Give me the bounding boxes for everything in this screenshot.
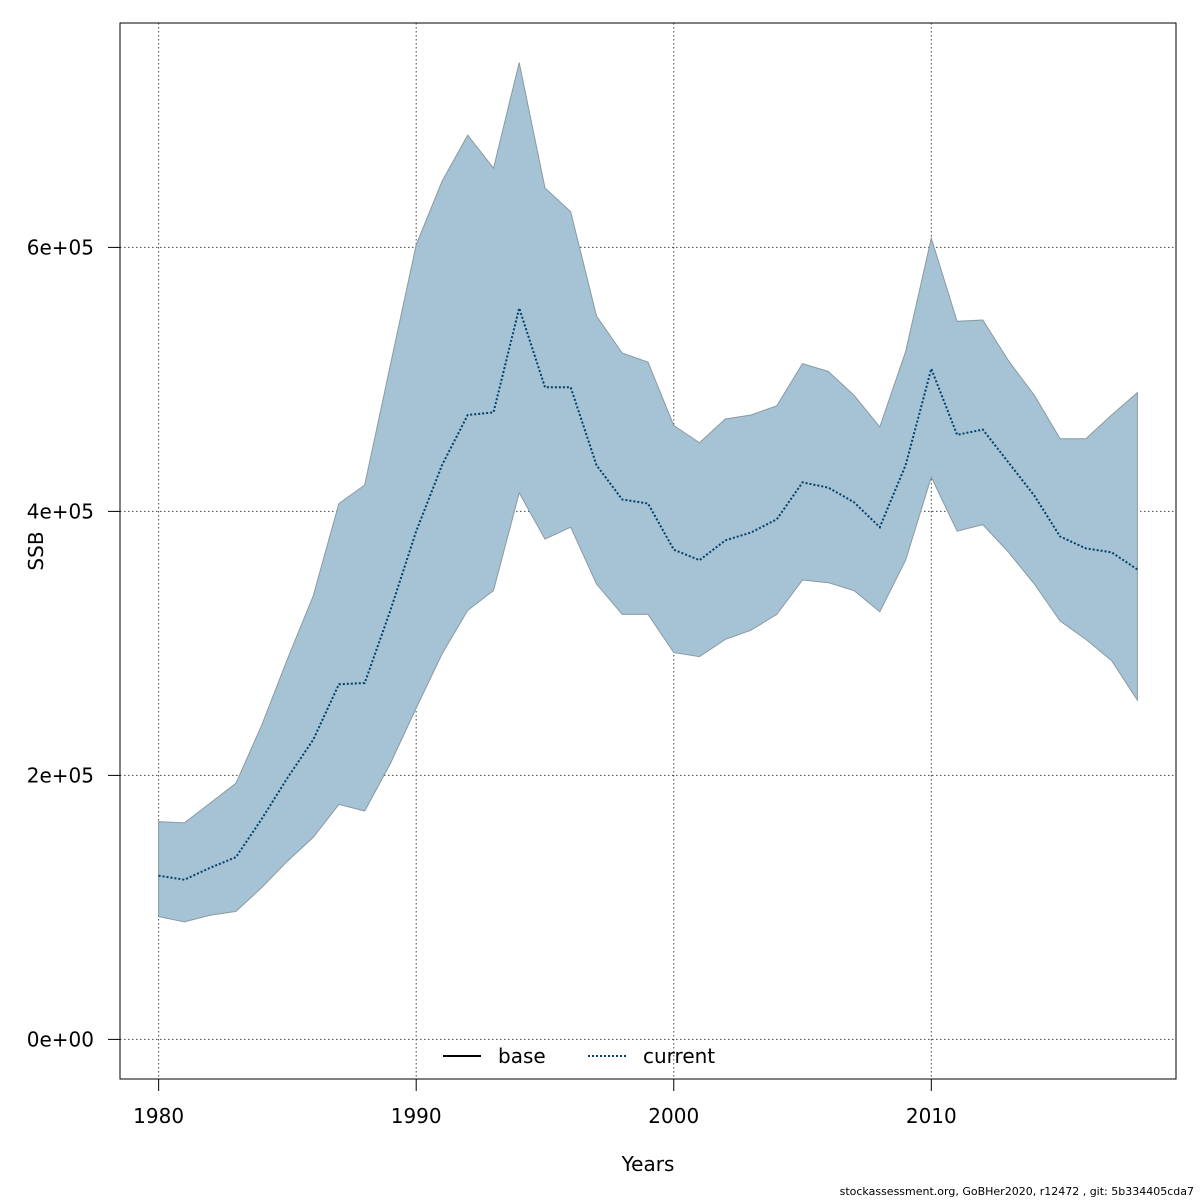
y-tick-label: 6e+05 [27,235,94,259]
y-axis-title: SSB [24,531,48,570]
y-tick-label: 0e+00 [27,1027,94,1051]
y-tick-label: 2e+05 [27,763,94,787]
confidence-band [158,62,1138,923]
x-tick-label: 1990 [391,1104,442,1128]
x-axis-title: Years [621,1152,675,1176]
footnote: stockassessment.org, GoBHer2020, r12472 … [839,1185,1194,1198]
legend-label-base: base [498,1044,546,1068]
y-tick-label: 4e+05 [27,499,94,523]
x-tick-label: 1980 [133,1104,184,1128]
x-axis: 1980 1990 2000 2010 [133,1078,957,1128]
legend: base current [443,1044,715,1068]
x-tick-label: 2000 [648,1104,699,1128]
x-tick-label: 2010 [906,1104,957,1128]
legend-label-current: current [643,1044,715,1068]
y-axis: 0e+00 2e+05 4e+05 6e+05 [27,235,121,1051]
